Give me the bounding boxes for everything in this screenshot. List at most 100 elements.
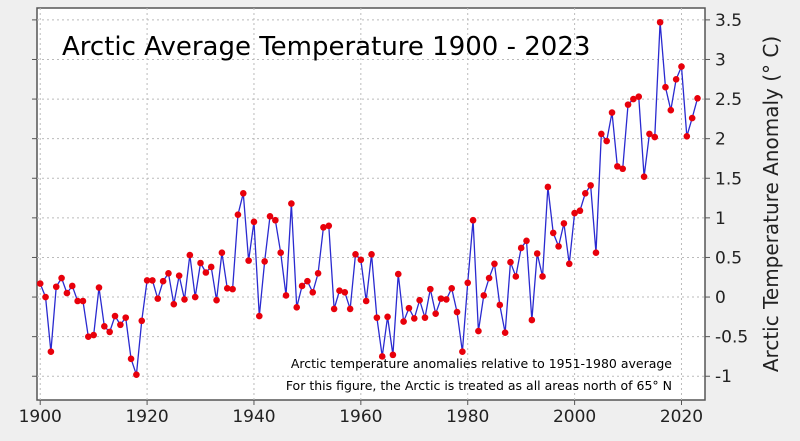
data-point-1945: [277, 249, 284, 257]
data-point-1981: [469, 216, 477, 224]
data-point-1957: [341, 288, 349, 296]
data-point-2003: [587, 182, 594, 189]
y-tick-label: 0.5: [715, 248, 742, 268]
data-point-2015: [651, 133, 659, 141]
data-point-1906: [68, 282, 76, 290]
data-point-1983: [480, 292, 488, 299]
data-point-1997: [555, 243, 562, 250]
plot-area: [36, 7, 706, 401]
data-point-2013: [640, 173, 648, 180]
data-point-1913: [106, 328, 113, 336]
y-tick-label: 2.5: [715, 90, 742, 110]
data-point-1925: [170, 300, 178, 308]
data-point-1910: [90, 331, 97, 339]
data-point-1911: [95, 284, 103, 291]
data-point-2016: [656, 18, 664, 26]
data-point-1924: [165, 269, 172, 277]
data-point-1984: [485, 274, 493, 282]
data-point-2004: [592, 249, 600, 257]
data-point-1947: [288, 200, 295, 207]
data-point-1933: [213, 296, 220, 304]
x-tick-label: 1920: [125, 407, 168, 427]
data-point-1903: [52, 283, 60, 291]
data-point-1955: [330, 305, 338, 313]
data-point-1909: [85, 333, 92, 340]
x-axis: 1900 1920 1940 1960 1980 2000 2020: [19, 400, 703, 427]
data-point-1946: [282, 292, 290, 299]
data-point-1923: [159, 277, 167, 285]
data-point-1932: [207, 263, 215, 271]
data-point-2010: [624, 101, 632, 108]
data-point-1934: [218, 249, 226, 257]
x-tick-label: 1900: [19, 407, 62, 427]
data-point-1938: [239, 190, 247, 197]
data-point-1992: [528, 316, 536, 324]
data-point-2018: [667, 106, 675, 114]
data-point-1944: [272, 216, 279, 224]
data-point-1974: [432, 310, 439, 317]
data-point-1972: [421, 314, 429, 321]
y-tick-label: 1: [715, 209, 726, 229]
y-tick-label: 2: [715, 130, 726, 150]
data-point-1958: [346, 305, 354, 313]
data-point-1943: [266, 212, 274, 220]
data-point-1988: [507, 258, 514, 266]
x-tick-label: 1980: [446, 407, 489, 427]
data-point-1900: [36, 280, 44, 287]
data-point-1952: [314, 269, 322, 277]
data-point-1959: [352, 250, 359, 258]
data-point-1954: [325, 222, 333, 230]
data-point-1990: [517, 244, 525, 252]
data-point-2017: [662, 83, 669, 91]
data-point-2023: [694, 94, 701, 102]
x-tick-label: 1940: [232, 407, 275, 427]
data-point-1904: [58, 274, 65, 282]
data-point-1987: [501, 329, 509, 336]
data-point-1939: [245, 257, 252, 264]
data-point-1919: [138, 317, 146, 325]
data-point-1991: [523, 237, 530, 245]
data-point-1963: [373, 314, 381, 321]
data-point-1930: [197, 259, 204, 267]
data-point-1995: [544, 183, 552, 191]
data-point-2022: [688, 114, 696, 122]
data-point-1970: [410, 315, 418, 322]
data-point-2020: [678, 63, 685, 70]
data-point-1901: [42, 293, 49, 301]
data-point-1960: [357, 256, 365, 264]
data-point-1926: [175, 272, 183, 279]
data-point-1969: [405, 304, 413, 312]
data-point-2011: [630, 95, 637, 103]
data-point-1980: [464, 279, 472, 287]
y-axis-label: Arctic Temperature Anomaly (° C): [759, 36, 783, 372]
data-point-1989: [512, 273, 520, 280]
data-point-2005: [598, 130, 605, 138]
data-point-1948: [293, 304, 301, 311]
chart-title: Arctic Average Temperature 1900 - 2023: [62, 32, 590, 62]
data-point-1912: [101, 323, 108, 330]
data-point-1927: [181, 296, 188, 303]
data-point-1976: [443, 296, 450, 303]
data-point-1921: [149, 277, 156, 284]
data-point-2007: [608, 109, 616, 116]
data-point-1902: [47, 348, 55, 355]
data-point-1941: [256, 312, 263, 320]
data-point-1982: [475, 327, 482, 335]
data-point-1978: [453, 308, 461, 316]
x-tick-label: 2000: [553, 407, 596, 427]
data-point-1928: [186, 251, 194, 259]
x-tick-label: 2020: [660, 407, 703, 427]
data-point-2009: [619, 165, 627, 173]
data-point-1907: [74, 297, 81, 305]
data-point-1915: [117, 321, 124, 329]
data-point-1936: [229, 285, 236, 293]
data-point-1929: [191, 293, 199, 301]
data-point-1956: [336, 287, 343, 295]
data-point-1999: [565, 260, 573, 268]
data-point-2008: [614, 163, 621, 170]
data-point-1979: [459, 348, 466, 355]
data-point-1965: [384, 313, 391, 321]
data-point-1962: [368, 250, 375, 258]
data-point-1996: [549, 229, 557, 237]
